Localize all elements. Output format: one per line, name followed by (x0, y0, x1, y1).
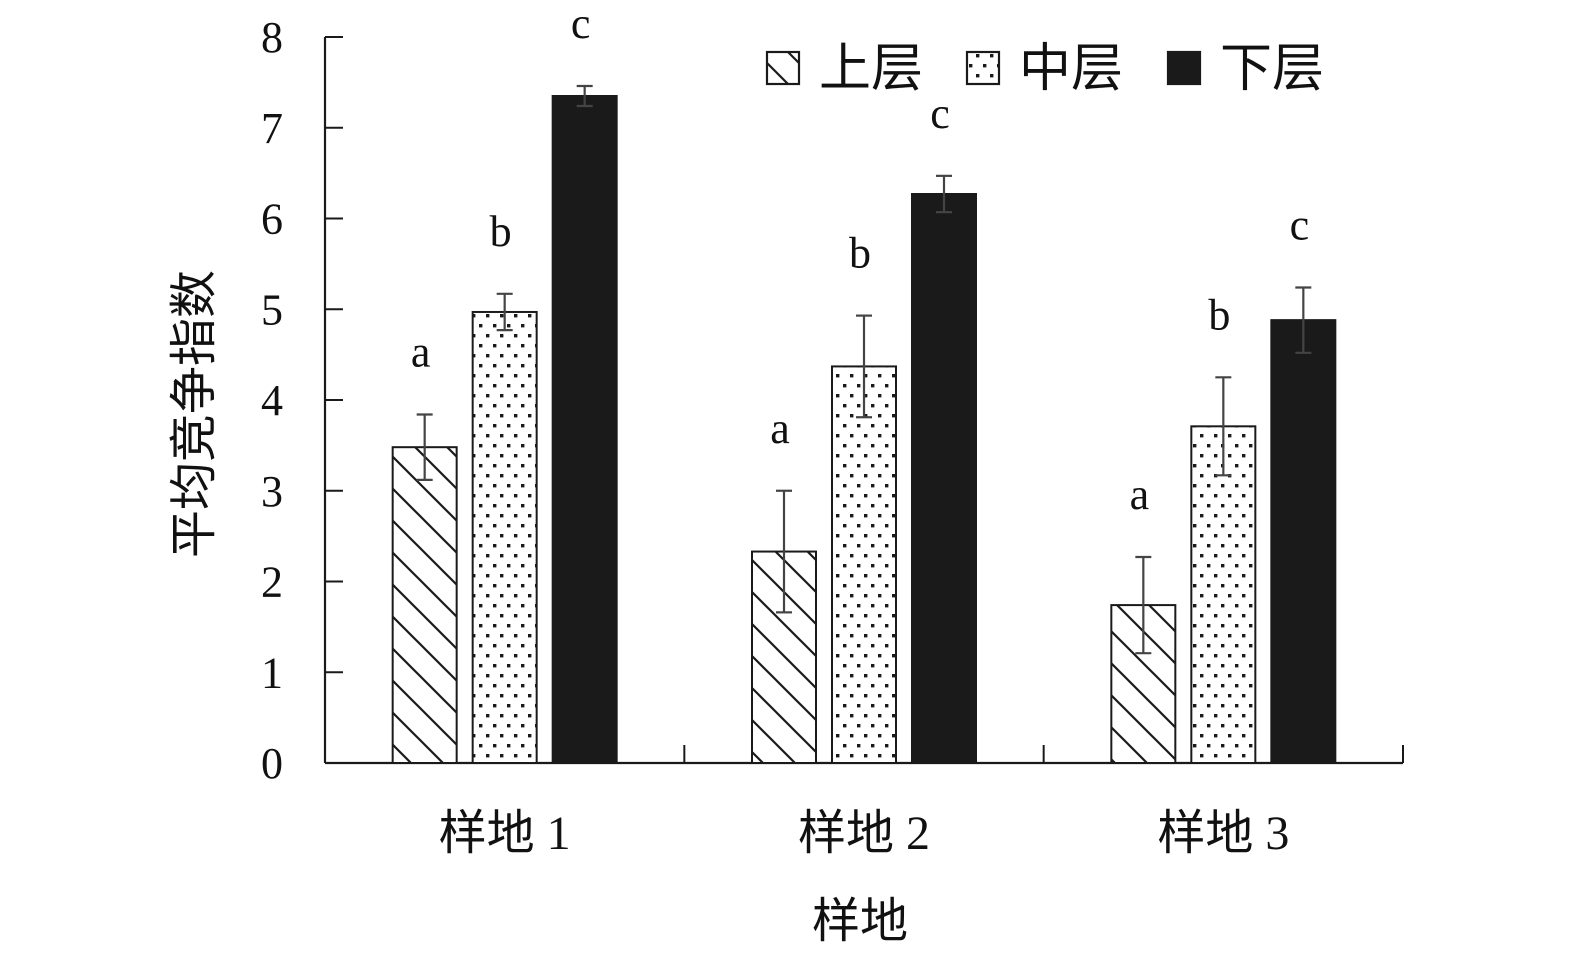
legend-label: 下层 (1220, 41, 1324, 98)
labels-group: 样地 1 样地 2 样地 3 样地 平均竞争指数 a a a b b b c c c (168, 0, 1309, 948)
legend-swatch (1166, 50, 1202, 86)
legend: 上层 中层 下层 (765, 41, 1324, 98)
bar (1110, 604, 1177, 764)
bar (551, 94, 618, 765)
y-tick-label: 2 (261, 558, 283, 607)
y-tick-label: 7 (261, 104, 283, 153)
y-tick-label: 3 (261, 467, 283, 516)
significance-label: a (411, 328, 431, 377)
bar (831, 365, 897, 764)
bar (471, 310, 538, 764)
x-tick-label: 样地 2 (798, 807, 930, 860)
legend-label: 上层 (819, 41, 923, 98)
bar (751, 550, 817, 764)
legend-label: 中层 (1019, 41, 1123, 98)
significance-label: a (1130, 470, 1150, 519)
legend-swatch (765, 50, 801, 86)
y-tick-label: 0 (261, 739, 283, 788)
y-tick-label: 1 (261, 648, 283, 697)
significance-label: c (930, 89, 950, 138)
bar (1270, 319, 1337, 764)
y-tick-label: 5 (261, 285, 283, 334)
y-tick-label: 4 (261, 376, 283, 425)
significance-label: c (1290, 200, 1310, 249)
y-tick-label: 8 (261, 13, 283, 62)
x-tick-label: 样地 3 (1157, 807, 1289, 860)
significance-label: b (849, 229, 871, 278)
bar (911, 192, 977, 764)
significance-label: b (490, 207, 512, 256)
x-tick-label: 样地 1 (439, 807, 571, 860)
x-axis-title: 样地 (812, 895, 908, 948)
bar (391, 446, 458, 764)
y-axis-title: 平均竞争指数 (168, 270, 221, 558)
y-tick-label: 6 (261, 195, 283, 244)
legend-swatch (965, 50, 1001, 86)
significance-label: b (1208, 290, 1230, 339)
significance-label: a (770, 404, 790, 453)
bar (1190, 425, 1257, 764)
significance-label: c (571, 0, 591, 48)
bars-group (391, 84, 1337, 765)
